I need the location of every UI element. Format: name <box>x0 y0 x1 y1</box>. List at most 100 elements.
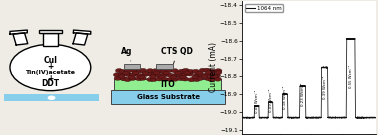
Circle shape <box>180 75 186 79</box>
Legend: 1064 nm: 1064 nm <box>245 4 283 12</box>
Text: 0.39 Wcm⁻²: 0.39 Wcm⁻² <box>322 75 327 99</box>
Circle shape <box>124 72 132 77</box>
Text: CTS QD: CTS QD <box>161 47 193 64</box>
Circle shape <box>156 69 163 73</box>
Circle shape <box>10 44 91 91</box>
Circle shape <box>201 75 208 79</box>
Text: 0.18 Wcm⁻²: 0.18 Wcm⁻² <box>283 85 287 109</box>
Text: Tin(IV)acetate: Tin(IV)acetate <box>25 70 75 75</box>
Polygon shape <box>73 30 91 34</box>
Circle shape <box>204 72 211 76</box>
Circle shape <box>132 71 139 75</box>
Bar <box>43 33 58 46</box>
Circle shape <box>160 73 167 77</box>
Circle shape <box>156 77 163 81</box>
Circle shape <box>186 72 194 76</box>
Circle shape <box>175 71 181 75</box>
Polygon shape <box>73 33 88 45</box>
Circle shape <box>208 78 215 82</box>
Circle shape <box>178 69 186 73</box>
Circle shape <box>194 73 201 77</box>
Circle shape <box>171 77 178 81</box>
Circle shape <box>150 75 156 78</box>
Circle shape <box>151 72 158 76</box>
Text: 0.23 Wcm⁻²: 0.23 Wcm⁻² <box>301 82 305 106</box>
Circle shape <box>184 71 191 75</box>
Circle shape <box>142 72 149 76</box>
Circle shape <box>187 69 194 74</box>
Circle shape <box>150 77 157 82</box>
Circle shape <box>129 76 136 80</box>
Circle shape <box>177 73 184 77</box>
Bar <box>114 79 221 90</box>
Circle shape <box>209 69 217 73</box>
Circle shape <box>193 77 200 82</box>
Circle shape <box>192 75 198 79</box>
Text: CuI: CuI <box>43 56 57 65</box>
Circle shape <box>124 69 132 73</box>
Circle shape <box>119 69 126 74</box>
Bar <box>111 90 225 104</box>
Circle shape <box>159 75 165 79</box>
Polygon shape <box>10 30 27 34</box>
Y-axis label: Current (mA): Current (mA) <box>209 43 218 92</box>
Text: Ag: Ag <box>121 47 132 61</box>
Text: 0.09 Wcm⁻²: 0.09 Wcm⁻² <box>269 88 273 112</box>
Circle shape <box>161 77 169 81</box>
Circle shape <box>212 75 218 78</box>
Circle shape <box>128 75 134 79</box>
Circle shape <box>167 77 174 82</box>
Circle shape <box>130 73 137 77</box>
Bar <box>156 64 172 69</box>
Circle shape <box>147 72 154 76</box>
Circle shape <box>177 77 184 81</box>
Text: DDT: DDT <box>41 79 59 88</box>
Text: +: + <box>47 62 54 71</box>
Circle shape <box>192 69 199 73</box>
Circle shape <box>182 68 189 72</box>
Bar <box>4 94 99 101</box>
Circle shape <box>163 71 169 75</box>
Circle shape <box>139 68 147 72</box>
Circle shape <box>173 73 180 77</box>
Circle shape <box>118 72 125 76</box>
Circle shape <box>135 73 143 77</box>
Circle shape <box>138 75 145 79</box>
Circle shape <box>166 73 174 77</box>
Circle shape <box>143 71 149 75</box>
Circle shape <box>136 77 143 81</box>
Circle shape <box>171 69 178 73</box>
Circle shape <box>147 77 154 82</box>
Circle shape <box>215 69 222 73</box>
Text: Glass Substrate: Glass Substrate <box>136 94 200 100</box>
Circle shape <box>199 68 206 72</box>
Bar <box>124 64 140 69</box>
Circle shape <box>136 69 144 73</box>
Text: 0.55 Wcm⁻²: 0.55 Wcm⁻² <box>349 65 353 88</box>
Circle shape <box>120 77 127 81</box>
Circle shape <box>113 73 121 77</box>
Circle shape <box>152 69 159 73</box>
Circle shape <box>115 69 122 73</box>
Circle shape <box>124 77 131 82</box>
Circle shape <box>213 73 220 77</box>
Circle shape <box>166 69 172 73</box>
Circle shape <box>48 96 56 100</box>
Circle shape <box>204 76 212 81</box>
Circle shape <box>153 71 160 75</box>
Circle shape <box>197 76 204 80</box>
Circle shape <box>214 77 222 81</box>
Circle shape <box>206 71 212 74</box>
Circle shape <box>196 71 202 75</box>
Circle shape <box>131 69 138 73</box>
Circle shape <box>188 78 195 82</box>
Circle shape <box>197 72 204 76</box>
Circle shape <box>123 71 129 75</box>
Circle shape <box>114 76 121 80</box>
Circle shape <box>160 69 167 73</box>
Circle shape <box>118 75 125 78</box>
Text: +: + <box>47 74 54 83</box>
Circle shape <box>209 73 216 77</box>
Bar <box>39 30 62 33</box>
Circle shape <box>204 68 211 72</box>
